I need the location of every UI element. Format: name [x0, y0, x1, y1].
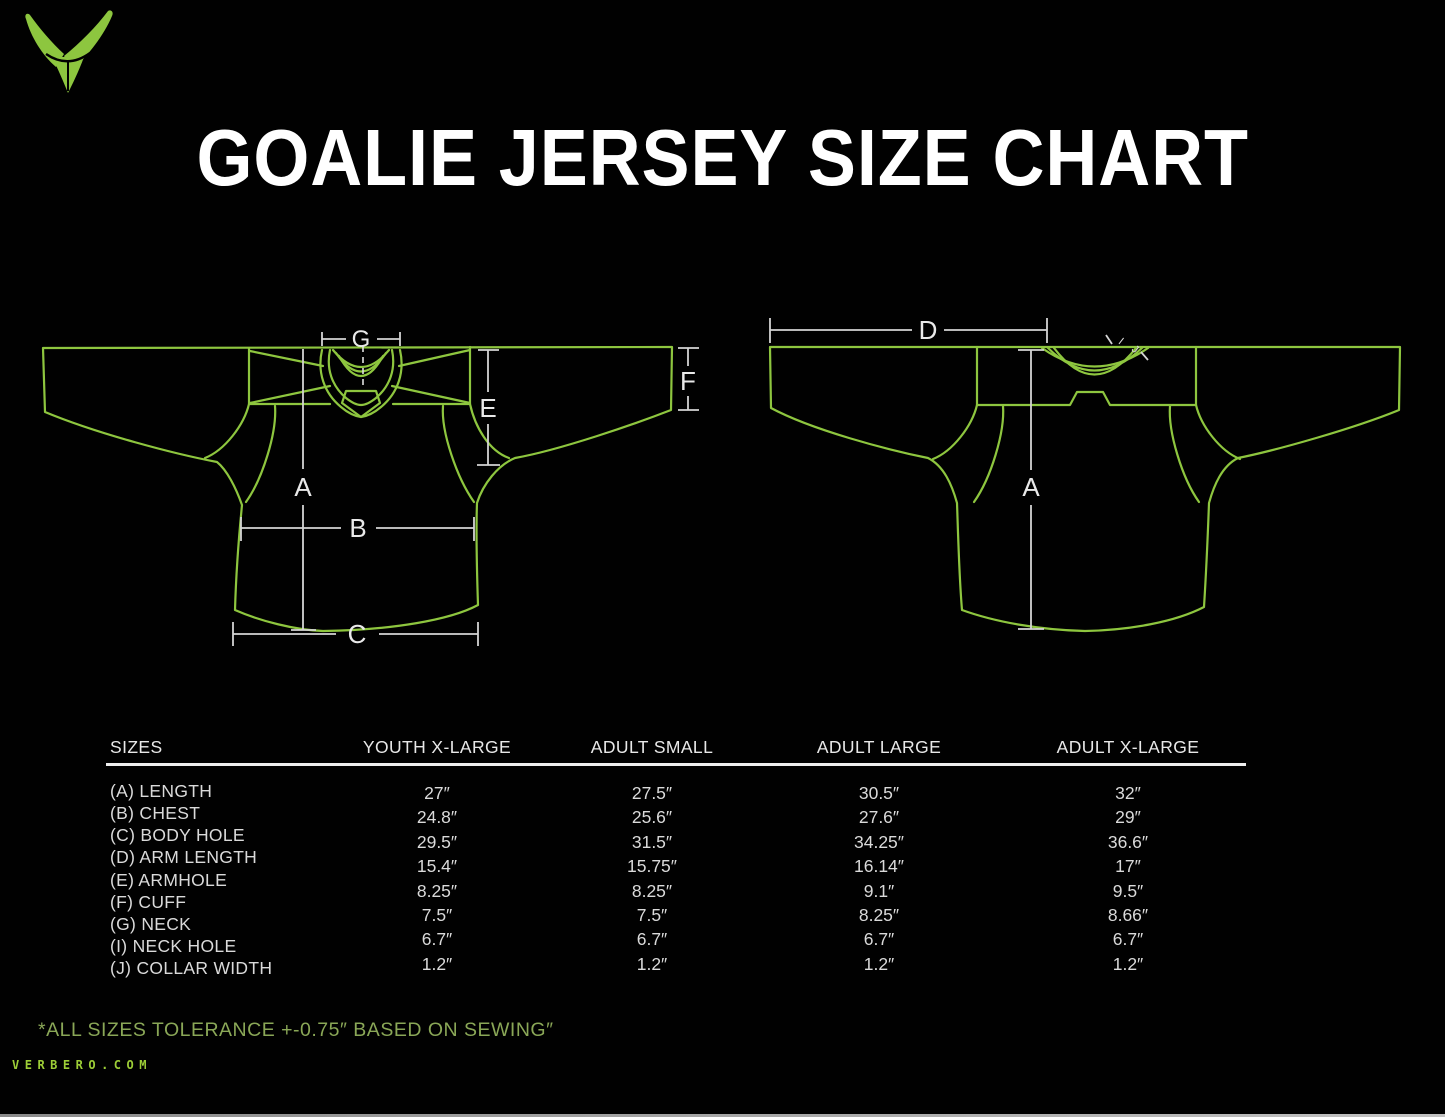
table-cell: 6.7″: [863, 929, 895, 950]
table-cell: 15.75″: [627, 856, 677, 877]
table-cell: 16.14″: [854, 856, 904, 877]
back-measurement-lines: [769, 318, 1149, 630]
values-adult-small: 27.5″ 25.6″ 31.5″ 15.75″ 8.25″ 7.5″ 6.7″…: [542, 781, 762, 976]
table-cell: 27.6″: [858, 807, 900, 828]
table-cell: 29″: [1115, 807, 1141, 828]
row-label: (D) ARM LENGTH: [110, 847, 258, 868]
back-length-label: A: [1022, 472, 1040, 502]
values-adult-x-large: 32″ 29″ 36.6″ 17″ 9.5″ 8.66″ 6.7″ 1.2″: [1018, 781, 1238, 976]
front-cuff-label: F: [680, 366, 696, 396]
row-label: (B) CHEST: [110, 803, 201, 824]
row-label: (E) ARMHOLE: [110, 869, 228, 890]
table-cell: 24.8″: [416, 807, 458, 828]
jersey-front-collar: [319, 348, 403, 419]
table-cell: 1.2″: [636, 953, 668, 974]
table-cell: 6.7″: [1112, 929, 1144, 950]
back-measurement-labels: D A I J: [919, 315, 1141, 502]
table-cell: 15.4″: [416, 856, 458, 877]
front-body-hole-label: C: [348, 619, 367, 649]
front-measurement-labels: G F E A B C: [294, 326, 696, 649]
back-collar-width-label: J: [1129, 343, 1141, 356]
back-neck-hole-label: I: [1116, 336, 1126, 347]
jersey-front-outline: [41, 345, 674, 633]
table-cell: 32″: [1115, 783, 1141, 803]
table-cell: 1.2″: [863, 953, 895, 974]
table-cell: 27.5″: [631, 783, 673, 803]
table-cell: 31.5″: [631, 831, 673, 852]
back-arm-length-label: D: [919, 315, 938, 345]
table-header-sizes: SIZES: [110, 737, 163, 757]
table-cell: 29.5″: [416, 831, 458, 852]
front-armhole-label: E: [479, 393, 496, 423]
header-divider-rule: [106, 763, 1246, 766]
table-cell: 8.66″: [1107, 905, 1149, 926]
verbero-logo-icon: [25, 10, 113, 93]
row-label: (I) NECK HOLE: [110, 936, 237, 957]
table-cell: 30.5″: [858, 783, 900, 803]
table-cell: 27″: [424, 783, 450, 803]
table-cell: 7.5″: [636, 905, 668, 926]
table-cell: 6.7″: [421, 929, 453, 950]
table-cell: 7.5″: [421, 905, 453, 926]
table-cell: 1.2″: [421, 953, 453, 974]
table-cell: 8.25″: [631, 880, 673, 901]
table-cell: 1.2″: [1112, 953, 1144, 974]
row-label: (A) LENGTH: [110, 781, 213, 801]
table-cell: 9.1″: [863, 880, 895, 901]
front-length-label: A: [294, 472, 312, 502]
table-header-adult-x-large: ADULT X-LARGE: [1056, 737, 1200, 757]
page-title: GOALIE JERSEY SIZE CHART: [196, 113, 1249, 202]
table-cell: 36.6″: [1107, 831, 1149, 852]
bottom-edge-bar: [0, 1114, 1445, 1117]
front-neck-label: G: [352, 326, 371, 353]
table-header-adult-large: ADULT LARGE: [816, 737, 942, 757]
table-cell: 8.25″: [858, 905, 900, 926]
row-label: (C) BODY HOLE: [110, 825, 245, 846]
measurement-row-labels: (A) LENGTH (B) CHEST (C) BODY HOLE (D) A…: [110, 780, 272, 979]
row-label: (G) NECK: [110, 913, 192, 934]
table-cell: 9.5″: [1112, 880, 1144, 901]
values-youth-x-large: 27″ 24.8″ 29.5″ 15.4″ 8.25″ 7.5″ 6.7″ 1.…: [327, 781, 547, 976]
website-url: VERBERO.COM: [12, 1058, 152, 1072]
jersey-back-collar: [1040, 346, 1150, 376]
front-measurement-lines: [232, 332, 699, 646]
row-label: (J) COLLAR WIDTH: [110, 958, 273, 979]
front-chest-label: B: [349, 513, 366, 543]
table-cell: 17″: [1115, 856, 1141, 877]
table-header-youth-x-large: YOUTH X-LARGE: [362, 737, 512, 757]
row-label: (F) CUFF: [110, 891, 187, 912]
values-adult-large: 30.5″ 27.6″ 34.25″ 16.14″ 9.1″ 8.25″ 6.7…: [769, 781, 989, 976]
table-cell: 8.25″: [416, 880, 458, 901]
table-cell: 25.6″: [631, 807, 673, 828]
table-cell: 6.7″: [636, 929, 668, 950]
table-cell: 34.25″: [854, 831, 904, 852]
jersey-back-outline: [768, 345, 1402, 633]
tolerance-footnote: *ALL SIZES TOLERANCE +-0.75″ BASED ON SE…: [38, 1019, 554, 1041]
table-header-adult-small: ADULT SMALL: [590, 737, 714, 757]
